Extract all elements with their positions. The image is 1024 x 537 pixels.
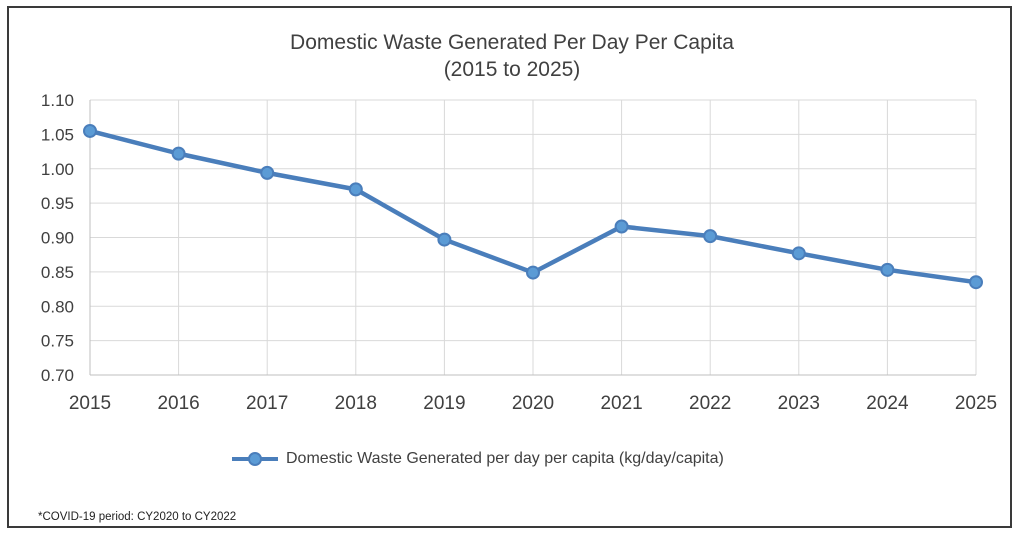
x-tick-label: 2016 (157, 393, 199, 414)
x-tick-label: 2022 (689, 393, 731, 414)
chart-subtitle: (2015 to 2025) (443, 58, 581, 81)
data-point (260, 165, 275, 180)
chart-frame (7, 6, 1012, 528)
x-tick-label: 2017 (246, 393, 288, 414)
data-point (969, 275, 983, 290)
data-point (348, 182, 363, 197)
tick-labels: 0.70 0.75 0.80 0.85 0.90 0.95 1.00 1.05 1.10 2015… (41, 91, 997, 414)
data-point (703, 229, 718, 244)
x-tick-label: 2025 (955, 393, 997, 414)
data-point (171, 146, 186, 161)
y-tick-label: 0.75 (41, 332, 74, 351)
legend-marker (248, 452, 262, 466)
data-point (880, 262, 895, 277)
x-tick-label: 2020 (512, 393, 554, 414)
data-point (614, 219, 629, 234)
grid-lines (90, 99, 977, 375)
legend: Domestic Waste Generated per day per cap… (230, 450, 724, 468)
x-tick-label: 2023 (778, 393, 820, 414)
footnote: *COVID-19 period: CY2020 to CY2022 (38, 511, 237, 523)
y-tick-label: 0.70 (41, 366, 74, 385)
x-tick-label: 2024 (866, 393, 909, 414)
y-tick-label: 1.10 (41, 91, 74, 110)
y-tick-label: 0.85 (41, 263, 74, 282)
x-tick-label: 2018 (335, 393, 377, 414)
data-point (83, 123, 97, 138)
data-point (526, 265, 540, 280)
legend-swatch (232, 452, 278, 466)
data-point (791, 246, 806, 261)
series-layer (83, 123, 983, 290)
x-tick-label: 2019 (423, 393, 465, 414)
axes (89, 100, 976, 376)
y-tick-label: 1.05 (41, 125, 74, 144)
legend-label: Domestic Waste Generated per day per cap… (286, 450, 724, 467)
x-tick-label: 2021 (600, 393, 642, 414)
y-tick-label: 1.00 (41, 160, 74, 179)
y-tick-label: 0.95 (41, 194, 74, 213)
y-tick-label: 0.80 (41, 297, 74, 316)
data-point (437, 232, 452, 247)
x-tick-label: 2015 (69, 393, 111, 414)
chart-title: Domestic Waste Generated Per Day Per Cap… (290, 31, 734, 54)
y-tick-label: 0.90 (41, 229, 74, 248)
